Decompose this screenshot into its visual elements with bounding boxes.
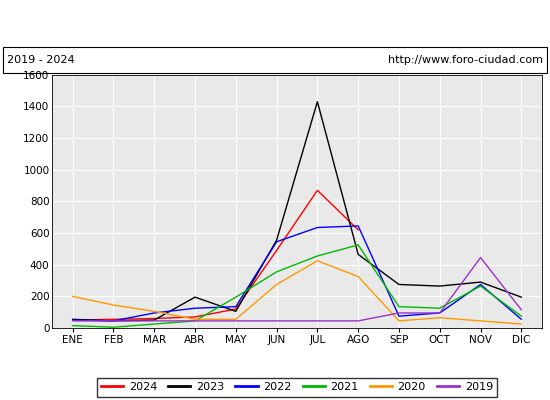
Text: http://www.foro-ciudad.com: http://www.foro-ciudad.com: [388, 55, 543, 65]
Text: Evolucion Nº Turistas Nacionales en el municipio de Balboa: Evolucion Nº Turistas Nacionales en el m…: [58, 16, 492, 32]
Text: 2019 - 2024: 2019 - 2024: [7, 55, 74, 65]
Legend: 2024, 2023, 2022, 2021, 2020, 2019: 2024, 2023, 2022, 2021, 2020, 2019: [97, 378, 497, 397]
